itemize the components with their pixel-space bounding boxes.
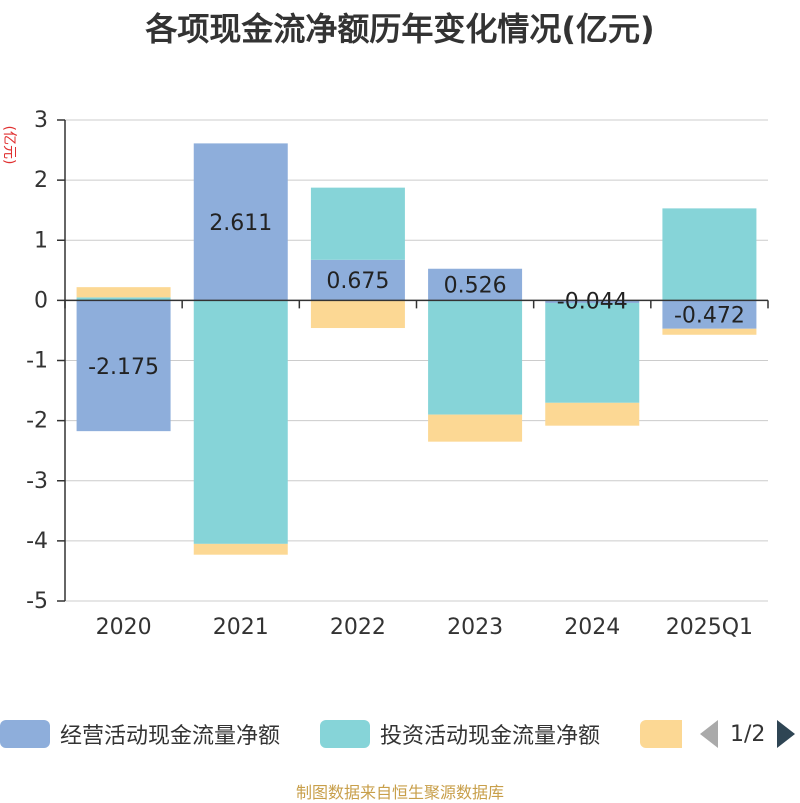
- y-tick-label: 1: [34, 228, 48, 253]
- pager-next-icon[interactable]: [777, 720, 796, 748]
- data-label: 0.675: [326, 269, 389, 294]
- bar-2025Q1-series-0[interactable]: [662, 300, 757, 329]
- y-tick-label: -3: [26, 469, 48, 494]
- legend-label: 投资活动现金流量净额: [380, 724, 601, 749]
- bar-2022-series-0[interactable]: [310, 259, 405, 301]
- source-note: 制图数据来自恒生聚源数据库: [295, 783, 504, 802]
- bar-2023-series-0[interactable]: [428, 268, 523, 301]
- bar-2021-series-1[interactable]: [193, 300, 288, 544]
- legend-swatch: [320, 720, 370, 748]
- y-tick-label: -4: [26, 529, 48, 554]
- x-tick-label: 2025Q1: [666, 615, 753, 640]
- legend-item-investing[interactable]: 投资活动现金流量净额: [320, 718, 600, 750]
- legend-item-financing[interactable]: [640, 718, 682, 750]
- bar-2024-series-2[interactable]: [545, 402, 640, 426]
- x-tick-label: 2024: [564, 615, 620, 640]
- y-axis-unit: (亿元): [1, 126, 17, 165]
- x-tick-label: 2020: [96, 615, 152, 640]
- chart-title: 各项现金流净额历年变化情况(亿元): [145, 10, 655, 48]
- bar-2024-series-0[interactable]: [545, 300, 640, 304]
- y-tick-label: 0: [34, 288, 48, 313]
- y-tick-label: 3: [34, 108, 48, 133]
- bar-2023-series-2[interactable]: [428, 414, 523, 442]
- bar-2024-series-1[interactable]: [545, 303, 640, 403]
- bar-2022-series-1[interactable]: [310, 187, 405, 260]
- pager-text: 1/2: [730, 721, 766, 747]
- legend-label: 经营活动现金流量净额: [60, 724, 281, 749]
- y-tick-label: 2: [34, 168, 48, 193]
- legend-swatch: [640, 720, 682, 748]
- bar-2020-series-0[interactable]: [76, 300, 171, 432]
- data-label: -2.175: [88, 355, 159, 380]
- bar-2025Q1-series-1[interactable]: [662, 208, 757, 301]
- legend-swatch: [0, 720, 50, 748]
- legend-item-operating[interactable]: 经营活动现金流量净额: [0, 718, 280, 750]
- x-tick-label: 2021: [213, 615, 269, 640]
- data-label: 2.611: [209, 211, 272, 236]
- legend-pager: 1/2: [700, 718, 796, 750]
- bar-2025Q1-series-2[interactable]: [662, 328, 757, 335]
- y-tick-label: -2: [26, 409, 48, 434]
- data-label: -0.044: [557, 289, 628, 314]
- bar-2020-series-2[interactable]: [76, 287, 171, 298]
- bar-2023-series-1[interactable]: [428, 300, 523, 415]
- y-tick-label: -1: [26, 349, 48, 374]
- data-label: 0.526: [444, 274, 507, 299]
- x-tick-label: 2023: [447, 615, 503, 640]
- bar-2021-series-2[interactable]: [193, 543, 288, 555]
- x-tick-label: 2022: [330, 615, 386, 640]
- bar-2021-series-0[interactable]: [193, 143, 288, 301]
- bar-2020-series-1[interactable]: [76, 297, 171, 301]
- data-label: -0.472: [674, 304, 745, 329]
- pager-prev-icon[interactable]: [700, 720, 718, 748]
- bar-2022-series-2[interactable]: [310, 300, 405, 329]
- y-tick-label: -5: [26, 589, 48, 614]
